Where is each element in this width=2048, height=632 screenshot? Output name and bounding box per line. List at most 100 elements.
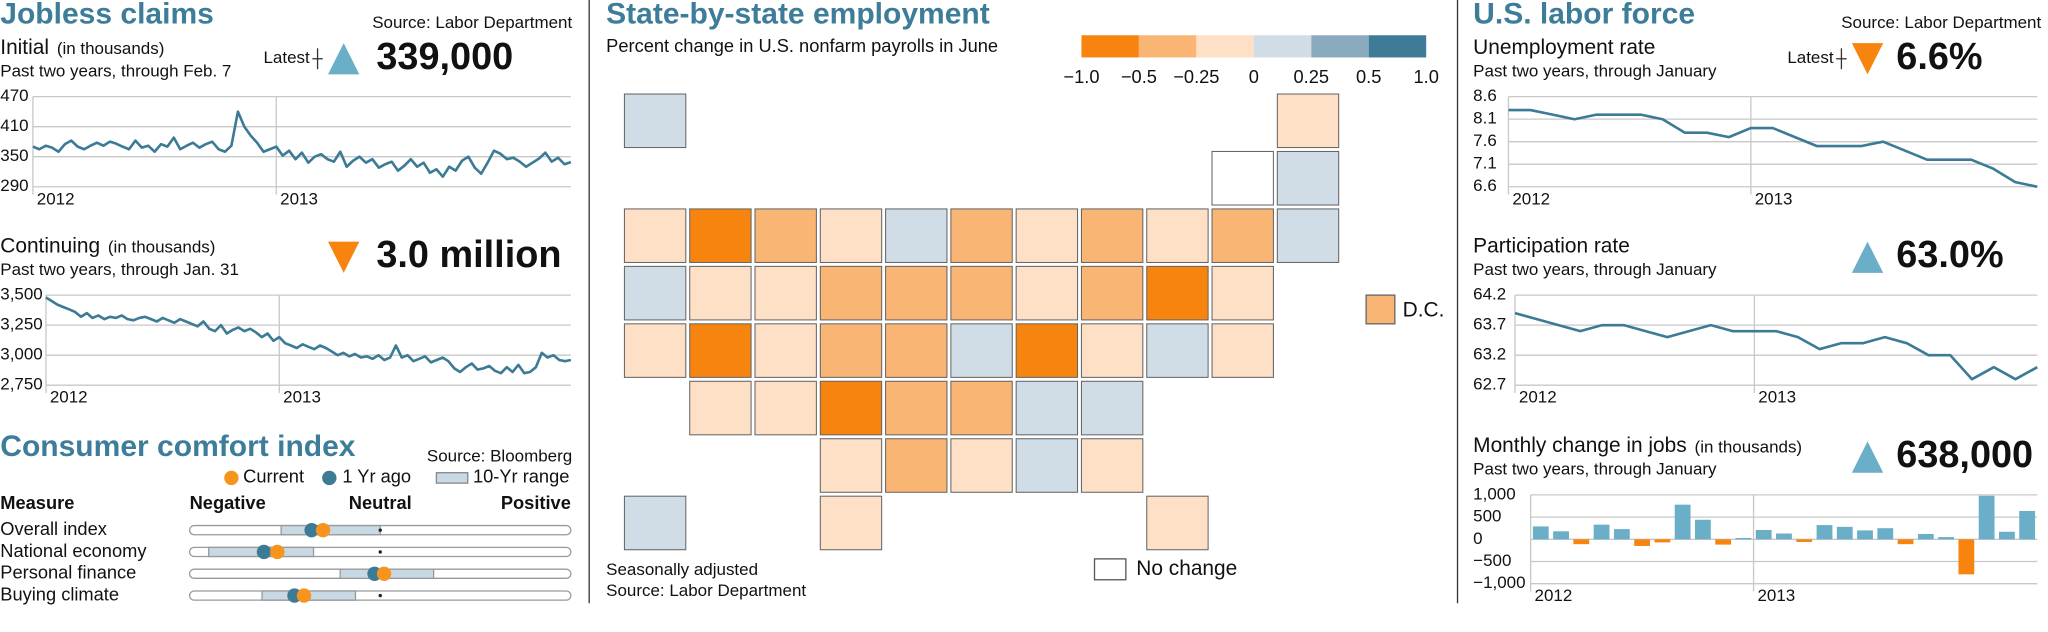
legend-tick: 0.25 <box>1293 66 1329 87</box>
trend-arrow <box>328 43 360 75</box>
state <box>623 495 687 551</box>
latest-value: 3.0 million <box>376 234 561 276</box>
state <box>1146 265 1209 321</box>
bar <box>1978 495 1995 540</box>
state <box>819 495 883 551</box>
unit-note: (in thousands) <box>1695 437 1803 456</box>
state <box>819 265 883 321</box>
legend-swatch <box>1081 35 1139 58</box>
legend-tick: −0.5 <box>1121 66 1157 87</box>
y-tick-label: 500 <box>1473 507 1501 526</box>
bar <box>1776 533 1792 540</box>
series-line <box>1508 108 2038 189</box>
no-change-label: No change <box>1136 557 1237 580</box>
state <box>1276 208 1340 263</box>
state <box>1080 208 1144 263</box>
state <box>1015 265 1079 321</box>
panel-label: Monthly change in jobs <box>1473 434 1687 457</box>
state <box>819 208 883 263</box>
y-tick-label: 1,000 <box>1473 484 1515 503</box>
section-title: Consumer comfort index <box>0 430 356 463</box>
subtitle: Past two years, through Feb. 7 <box>0 61 231 80</box>
x-tick-label: 2013 <box>280 189 318 208</box>
neutral-mark <box>378 593 382 598</box>
bar <box>1857 530 1873 540</box>
bar <box>1877 528 1894 540</box>
latest-value: 6.6% <box>1896 36 1982 78</box>
legend-swatch <box>435 472 469 484</box>
bar <box>1553 531 1569 540</box>
bar <box>1532 526 1549 540</box>
legend-tick: 1.0 <box>1413 66 1438 87</box>
y-tick-label: 63.2 <box>1473 345 1506 364</box>
legend-swatch <box>1311 35 1369 58</box>
state <box>689 323 752 378</box>
y-tick-label: 8.6 <box>1473 86 1497 105</box>
row-label: Personal finance <box>0 562 136 583</box>
bar <box>1998 531 2015 540</box>
state <box>1080 380 1144 436</box>
y-tick-label: 8.1 <box>1473 109 1497 128</box>
neutral-mark <box>378 528 382 532</box>
source: Source: Labor Department <box>372 13 572 32</box>
state <box>1015 438 1079 493</box>
section-title: State-by-state employment <box>606 0 990 31</box>
state <box>950 265 1013 321</box>
y-tick-label: −500 <box>1473 551 1511 570</box>
dot <box>315 522 331 538</box>
legend-label: Current <box>243 466 304 487</box>
bar <box>1735 537 1752 540</box>
bar <box>1613 529 1630 540</box>
state <box>1080 438 1144 493</box>
legend-dot <box>224 470 239 486</box>
state <box>1015 208 1079 263</box>
trend-arrow <box>1851 441 1884 473</box>
y-tick-label: 64.2 <box>1473 285 1506 304</box>
x-tick-label: 2012 <box>1535 586 1573 605</box>
bar <box>1917 533 1934 540</box>
axis-label: Neutral <box>349 492 412 513</box>
subtitle: Past two years, through January <box>1473 61 1717 80</box>
axis-label: Negative <box>190 492 266 513</box>
bar <box>1816 525 1833 540</box>
source: Source: Labor Department <box>1841 13 2041 32</box>
bar <box>1938 537 1954 540</box>
bar <box>1674 504 1691 540</box>
y-tick-label: 350 <box>0 146 28 165</box>
bar <box>1695 519 1711 540</box>
state <box>754 380 817 436</box>
legend-tick: −1.0 <box>1063 66 1099 87</box>
x-tick-label: 2012 <box>1512 189 1550 208</box>
source: Source: Labor Department <box>606 581 806 600</box>
state <box>950 208 1013 263</box>
state <box>754 323 817 378</box>
state <box>1015 323 1079 378</box>
panel-label: Continuing <box>0 234 100 257</box>
x-tick-label: 2013 <box>283 388 321 407</box>
state <box>950 438 1013 493</box>
y-tick-label: 410 <box>0 116 28 135</box>
series-line <box>45 296 572 375</box>
legend-tick: −0.25 <box>1173 66 1219 87</box>
bar <box>1796 539 1813 542</box>
state <box>950 323 1013 378</box>
subtitle: Past two years, through Jan. 31 <box>0 260 239 279</box>
y-tick-label: 3,000 <box>0 345 42 364</box>
source: Source: Bloomberg <box>427 447 572 466</box>
bar <box>1634 539 1651 546</box>
legend-label: 10-Yr range <box>473 466 569 487</box>
panel-label: Initial <box>0 36 49 59</box>
legend-label: 1 Yr ago <box>342 466 411 487</box>
trend-arrow <box>328 241 360 273</box>
dot <box>304 522 319 538</box>
subtitle: Past two years, through January <box>1473 460 1717 479</box>
latest-value: 63.0% <box>1896 234 2003 276</box>
state <box>1146 323 1209 378</box>
state <box>885 380 948 436</box>
bar <box>1573 539 1590 545</box>
state <box>623 208 687 263</box>
state <box>1276 93 1340 149</box>
state <box>689 208 752 263</box>
x-tick-label: 2013 <box>1755 189 1793 208</box>
